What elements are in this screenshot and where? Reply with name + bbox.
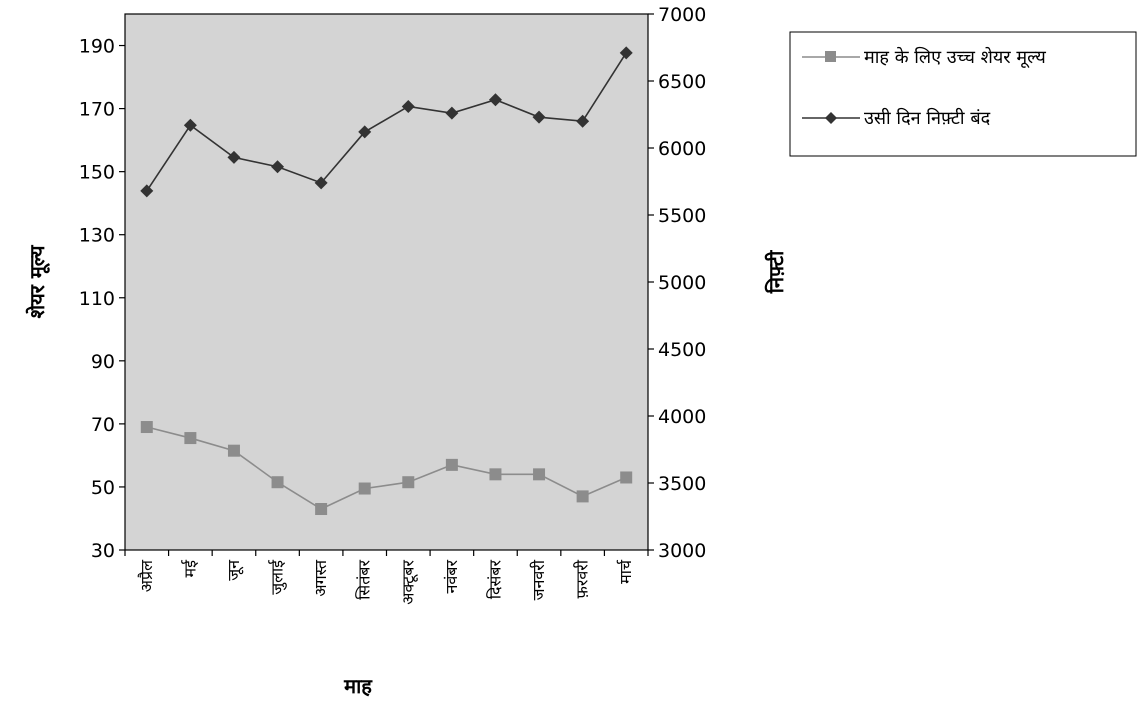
left-tick-label: 70 [91, 414, 115, 436]
x-category-label: अप्रैल [137, 559, 156, 592]
right-tick-label: 3500 [658, 473, 706, 495]
right-tick-label: 5000 [658, 272, 706, 294]
data-point-diamond [401, 99, 415, 113]
data-point-diamond [358, 125, 372, 139]
data-point-square [489, 468, 502, 481]
x-axis-title: माह [343, 674, 373, 698]
right-tick-label: 4500 [658, 339, 706, 361]
legend-box [789, 31, 1137, 157]
data-point-diamond [314, 176, 328, 190]
left-tick-label: 170 [79, 99, 115, 121]
x-category-label: फ़रवरी [573, 559, 592, 598]
legend-label-nifty: उसी दिन निफ़्टी बंद [864, 107, 991, 129]
left-tick-label: 90 [91, 351, 115, 373]
x-category-label: मार्च [616, 559, 635, 584]
y-axis-title: शेयर मूल्य [25, 244, 50, 318]
series-layer [140, 46, 633, 516]
data-point-diamond [488, 93, 502, 107]
x-category-label: नवंबर [442, 560, 461, 594]
y2-axis-title: निफ़्टी [764, 250, 788, 294]
x-category-label: दिसंबर [485, 560, 504, 600]
data-point-diamond [140, 184, 154, 198]
data-point-square [184, 432, 197, 445]
right-tick-label: 3000 [658, 540, 706, 562]
data-point-square [227, 444, 240, 457]
right-y-axis: 3000 3500 4000 4500 5000 5500 6000 6500 7000 [648, 4, 706, 562]
x-category-label: अक्टूबर [398, 560, 418, 605]
left-tick-label: 130 [79, 225, 115, 247]
left-tick-label: 110 [79, 288, 115, 310]
right-tick-label: 5500 [658, 205, 706, 227]
data-point-square [445, 458, 458, 471]
x-category-label: सितंबर [355, 560, 374, 600]
data-point-diamond [619, 46, 633, 60]
x-category-label: जून [224, 559, 244, 581]
x-axis: अप्रैल मई जून जुलाई अगस्त सितंबर अक्टूबर नवंबर द… [124, 550, 649, 605]
x-category-label: अगस्त [311, 559, 330, 596]
data-point-diamond [183, 118, 197, 132]
left-y-axis: 30 50 70 90 110 130 150 170 190 [79, 36, 125, 562]
left-tick-label: 50 [91, 477, 115, 499]
right-tick-label: 4000 [658, 406, 706, 428]
legend: माह के लिए उच्च शेयर मूल्य उसी दिन निफ़्… [789, 31, 1137, 157]
right-tick-label: 7000 [658, 4, 706, 26]
right-tick-label: 6000 [658, 138, 706, 160]
data-point-square [358, 482, 371, 495]
left-tick-label: 150 [79, 162, 115, 184]
x-category-label: मई [180, 559, 199, 578]
legend-label-share-price: माह के लिए उच्च शेयर मूल्य [864, 46, 1046, 68]
data-point-diamond [532, 110, 546, 124]
data-point-diamond [445, 106, 459, 120]
left-tick-label: 190 [79, 36, 115, 58]
data-point-square [315, 503, 328, 516]
data-point-square [576, 490, 589, 503]
right-tick-label: 6500 [658, 71, 706, 93]
data-point-square [271, 476, 284, 489]
series-line-0 [146, 426, 627, 510]
left-tick-label: 30 [91, 540, 115, 562]
data-point-square [620, 471, 633, 484]
x-category-label: जनवरी [529, 559, 548, 600]
x-category-label: जुलाई [268, 559, 288, 595]
data-point-square [533, 468, 546, 481]
plot-area [124, 13, 649, 551]
data-point-diamond [576, 114, 590, 128]
data-point-diamond [271, 160, 285, 174]
series-line-1 [146, 52, 627, 192]
data-point-square [402, 476, 415, 489]
legend-marker-diamond [825, 112, 837, 124]
legend-marker-square [825, 51, 836, 62]
data-point-square [140, 421, 153, 434]
data-point-diamond [227, 150, 241, 164]
